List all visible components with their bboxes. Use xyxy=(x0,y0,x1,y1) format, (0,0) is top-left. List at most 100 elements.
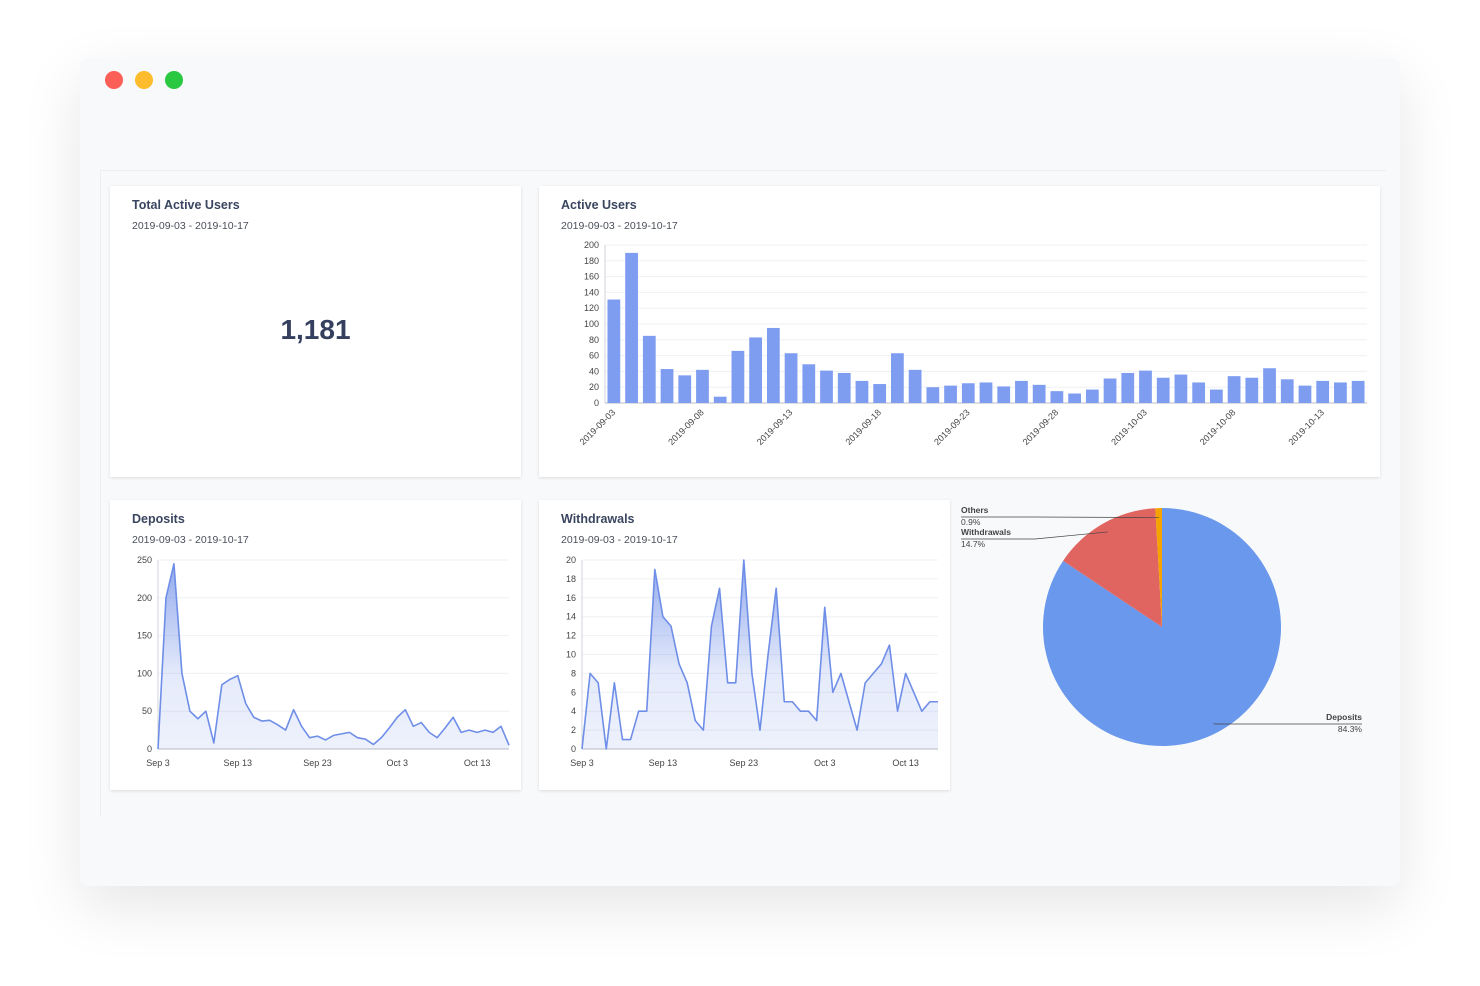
bar xyxy=(802,364,816,403)
bar xyxy=(1139,370,1152,403)
y-tick-label: 180 xyxy=(584,256,599,266)
x-tick-label: Sep 3 xyxy=(570,758,594,768)
x-tick-label: Sep 23 xyxy=(303,758,332,768)
y-tick-label: 40 xyxy=(589,366,599,376)
pie-slice xyxy=(1155,508,1162,627)
card-subtitle: 2019-09-03 - 2019-10-17 xyxy=(132,220,249,232)
chart-card: Withdrawals 2019-09-03 - 2019-10-17 0 2 4 6… xyxy=(539,500,950,790)
y-tick-label: 0 xyxy=(594,398,599,408)
y-tick-label: 6 xyxy=(571,687,576,697)
y-tick-label: 160 xyxy=(584,272,599,282)
leader-line xyxy=(961,531,1108,540)
card-title: Deposits xyxy=(132,512,185,526)
x-tick-label: Oct 13 xyxy=(892,758,919,768)
bar xyxy=(1156,377,1170,403)
bar xyxy=(696,369,709,403)
y-tick-label: 8 xyxy=(571,668,576,678)
bar xyxy=(1032,384,1046,403)
x-tick-label: 2019-09-18 xyxy=(843,407,883,447)
bar xyxy=(820,370,833,403)
maximize-button[interactable] xyxy=(165,71,183,89)
kpi-value: 1,181 xyxy=(280,314,351,345)
bar xyxy=(642,335,656,403)
area xyxy=(158,563,509,749)
bar xyxy=(855,380,869,403)
x-tick-label: 2019-10-13 xyxy=(1286,407,1326,447)
y-tick-label: 4 xyxy=(571,706,576,716)
x-tick-label: 2019-09-23 xyxy=(932,407,972,447)
bar xyxy=(625,252,638,403)
chart: 0 2 4 6 8 10 12 14 16 18 20 Sep 3 Sep 13 Sep 23 Oct 3 O… xyxy=(566,555,938,768)
y-tick-label: 140 xyxy=(584,287,599,297)
y-tick-label: 120 xyxy=(584,303,599,313)
bar xyxy=(766,327,780,403)
bar xyxy=(731,350,745,403)
card-subtitle: 2019-09-03 - 2019-10-17 xyxy=(132,534,249,546)
bar xyxy=(926,387,940,403)
bar xyxy=(979,382,993,403)
y-tick-label: 20 xyxy=(566,555,576,565)
x-tick-label: 2019-09-28 xyxy=(1021,407,1061,447)
card-subtitle: 2019-09-03 - 2019-10-17 xyxy=(561,534,678,546)
x-tick-label: 2019-09-08 xyxy=(666,407,706,447)
y-tick-label: 250 xyxy=(137,555,152,565)
x-tick-label: Sep 13 xyxy=(224,758,253,768)
x-tick-label: 2019-09-03 xyxy=(578,407,618,447)
x-tick-label: Sep 3 xyxy=(146,758,170,768)
close-button[interactable] xyxy=(105,71,123,89)
chart: 0 50 100 150 200 250 Sep 3 Sep 13 Sep 23 Oct 3 Oct… xyxy=(137,555,510,768)
pie-value-label: 84.3% xyxy=(1338,724,1363,734)
bar xyxy=(784,353,798,403)
x-tick-label: Oct 3 xyxy=(814,758,836,768)
bar xyxy=(1192,382,1206,403)
pie-value-label: 0.9% xyxy=(961,517,981,527)
bar xyxy=(944,385,957,403)
bar xyxy=(908,369,922,403)
card-subtitle: 2019-09-03 - 2019-10-17 xyxy=(561,220,678,232)
line xyxy=(157,562,510,750)
pie-slice xyxy=(1063,508,1162,627)
pie-label: Others xyxy=(961,505,989,515)
chart: 0 20 40 60 80 100 120 140 160 180 200 2019-09-03 201… xyxy=(578,240,1367,447)
bar xyxy=(891,353,904,403)
bar xyxy=(678,375,692,403)
bar xyxy=(1351,380,1365,403)
bar xyxy=(873,384,887,403)
bar xyxy=(1334,382,1347,403)
y-tick-label: 18 xyxy=(566,574,576,584)
pie-area: Deposits 84.3% Withdrawals 14.7% Others 0.9% xyxy=(955,500,1380,760)
minimize-button[interactable] xyxy=(135,71,153,89)
y-tick-label: 10 xyxy=(566,650,576,660)
bar xyxy=(713,396,727,403)
kpi-card: Total Active Users 2019-09-03 - 2019-10-… xyxy=(110,186,521,477)
bar xyxy=(1245,377,1259,403)
bar xyxy=(1121,372,1135,403)
bar xyxy=(1174,374,1188,403)
x-tick-label: Oct 13 xyxy=(464,758,491,768)
bar xyxy=(1050,391,1064,403)
x-tick-label: 2019-10-03 xyxy=(1109,407,1149,447)
bar xyxy=(997,386,1011,403)
x-tick-label: Oct 3 xyxy=(387,758,409,768)
x-tick-label: Sep 13 xyxy=(649,758,678,768)
card-title: Active Users xyxy=(561,198,637,212)
card-title: Total Active Users xyxy=(132,198,240,212)
chart-card: Deposits 2019-09-03 - 2019-10-17 0 50 100 1… xyxy=(110,500,521,790)
pie-value-label: 14.7% xyxy=(961,539,986,549)
y-tick-label: 12 xyxy=(566,631,576,641)
y-tick-label: 0 xyxy=(147,744,152,754)
y-tick-label: 150 xyxy=(137,631,152,641)
pie-label: Deposits xyxy=(1326,712,1362,722)
y-tick-label: 14 xyxy=(566,612,576,622)
y-tick-label: 0 xyxy=(571,744,576,754)
bar xyxy=(749,337,763,403)
x-tick-label: 2019-10-08 xyxy=(1198,407,1238,447)
bar xyxy=(1103,378,1117,403)
y-tick-label: 50 xyxy=(142,706,152,716)
bar xyxy=(1068,393,1081,403)
bar xyxy=(1209,389,1223,403)
bar xyxy=(1015,380,1028,403)
bar xyxy=(1316,380,1330,403)
bar xyxy=(837,372,851,403)
x-tick-label: 2019-09-13 xyxy=(755,407,795,447)
